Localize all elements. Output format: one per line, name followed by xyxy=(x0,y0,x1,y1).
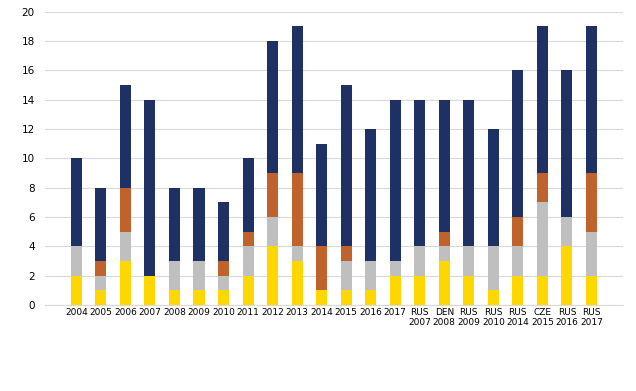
Bar xyxy=(120,188,131,231)
Bar xyxy=(144,276,155,305)
Bar xyxy=(537,276,548,305)
Bar xyxy=(562,246,572,305)
Bar xyxy=(439,100,450,231)
Bar xyxy=(586,26,597,173)
Bar xyxy=(316,143,327,246)
Bar xyxy=(169,261,180,290)
Bar xyxy=(218,261,229,276)
Bar xyxy=(365,129,377,261)
Bar xyxy=(120,261,131,305)
Bar xyxy=(586,231,597,276)
Bar xyxy=(316,290,327,305)
Bar xyxy=(218,276,229,290)
Bar xyxy=(390,100,401,261)
Bar xyxy=(218,290,229,305)
Bar xyxy=(242,231,254,246)
Bar xyxy=(120,231,131,261)
Bar xyxy=(267,41,278,173)
Bar xyxy=(95,290,106,305)
Bar xyxy=(513,276,523,305)
Bar xyxy=(71,158,82,246)
Bar xyxy=(95,261,106,276)
Bar xyxy=(144,100,155,276)
Bar xyxy=(562,70,572,217)
Bar xyxy=(316,246,327,290)
Bar xyxy=(414,246,425,276)
Bar xyxy=(513,217,523,246)
Bar xyxy=(439,246,450,261)
Bar xyxy=(218,203,229,261)
Bar xyxy=(488,246,499,290)
Bar xyxy=(242,246,254,276)
Bar xyxy=(193,290,205,305)
Bar xyxy=(341,261,352,290)
Bar xyxy=(513,246,523,276)
Bar xyxy=(341,290,352,305)
Bar xyxy=(488,290,499,305)
Bar xyxy=(169,290,180,305)
Bar xyxy=(537,173,548,202)
Bar xyxy=(291,173,303,246)
Bar xyxy=(120,85,131,188)
Bar xyxy=(414,276,425,305)
Bar xyxy=(291,261,303,305)
Bar xyxy=(439,231,450,246)
Bar xyxy=(242,276,254,305)
Bar xyxy=(341,85,352,246)
Bar xyxy=(242,158,254,231)
Bar xyxy=(537,203,548,276)
Bar xyxy=(291,246,303,261)
Bar xyxy=(586,276,597,305)
Bar xyxy=(562,217,572,246)
Bar xyxy=(267,217,278,246)
Bar xyxy=(291,26,303,173)
Bar xyxy=(414,100,425,246)
Bar xyxy=(463,276,474,305)
Bar xyxy=(390,276,401,305)
Bar xyxy=(365,290,377,305)
Bar xyxy=(95,188,106,261)
Bar xyxy=(463,100,474,246)
Bar xyxy=(365,261,377,290)
Bar xyxy=(537,26,548,173)
Bar xyxy=(439,261,450,305)
Bar xyxy=(71,276,82,305)
Bar xyxy=(71,246,82,276)
Bar xyxy=(169,188,180,261)
Bar xyxy=(193,188,205,261)
Bar xyxy=(463,246,474,276)
Bar xyxy=(586,173,597,231)
Bar xyxy=(193,261,205,290)
Bar xyxy=(390,261,401,276)
Bar xyxy=(95,276,106,290)
Bar xyxy=(513,70,523,217)
Bar xyxy=(267,246,278,305)
Bar xyxy=(488,129,499,246)
Bar xyxy=(267,173,278,217)
Bar xyxy=(341,246,352,261)
